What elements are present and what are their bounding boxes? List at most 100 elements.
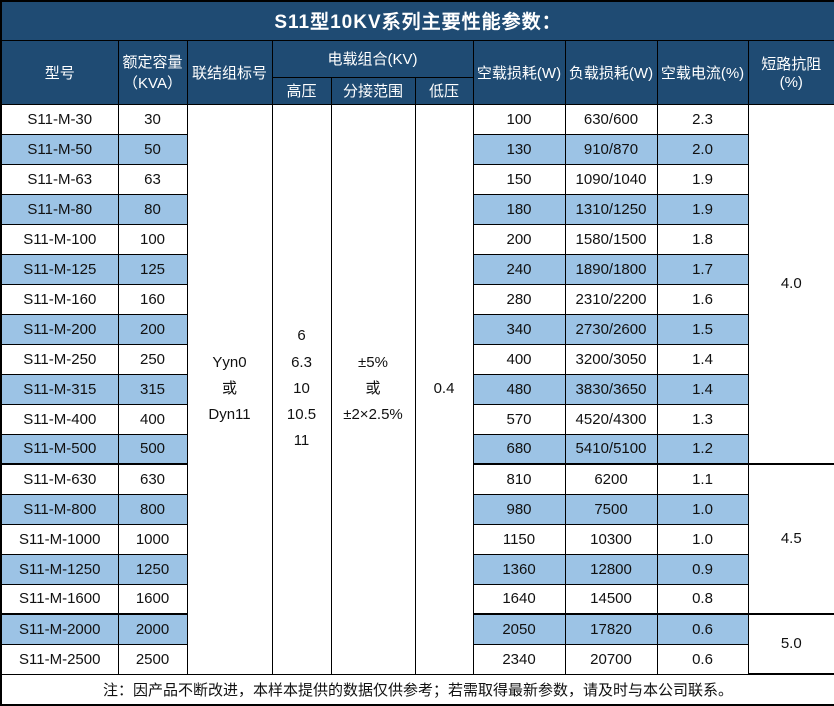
table-row: S11-M-80 80 180 1310/1250 1.9 xyxy=(0,193,834,225)
capacity-cell: 125 xyxy=(117,253,188,285)
model-cell: S11-M-250 xyxy=(0,343,119,375)
no-load-loss-cell: 1150 xyxy=(472,523,566,555)
load-loss-cell: 1580/1500 xyxy=(564,223,658,255)
model-cell: S11-M-400 xyxy=(0,403,119,435)
capacity-cell: 400 xyxy=(117,403,188,435)
load-loss-cell: 910/870 xyxy=(564,133,658,165)
table-row: S11-M-160 160 280 2310/2200 1.6 xyxy=(0,283,834,315)
table-row: S11-M-2500 2500 2340 20700 0.6 xyxy=(0,643,834,675)
model-cell: S11-M-50 xyxy=(0,133,119,165)
load-loss-cell: 5410/5100 xyxy=(564,433,658,465)
table-row: S11-M-100 100 200 1580/1500 1.8 xyxy=(0,223,834,255)
capacity-cell: 30 xyxy=(117,103,188,135)
impedance-cell: 5.0 xyxy=(747,613,834,675)
no-load-loss-cell: 100 xyxy=(472,103,566,135)
no-load-current-cell: 1.2 xyxy=(656,433,749,465)
model-cell: S11-M-315 xyxy=(0,373,119,405)
footer-note: 注：因产品不断改进，本样本提供的数据仅供参考；若需取得最新参数，请及时与本公司联… xyxy=(0,673,834,706)
no-load-loss-cell: 400 xyxy=(472,343,566,375)
capacity-cell: 250 xyxy=(117,343,188,375)
col-header-model: 型号 xyxy=(0,39,119,105)
capacity-cell: 160 xyxy=(117,283,188,315)
capacity-cell: 50 xyxy=(117,133,188,165)
no-load-loss-cell: 480 xyxy=(472,373,566,405)
no-load-current-cell: 1.6 xyxy=(656,283,749,315)
no-load-loss-cell: 570 xyxy=(472,403,566,435)
no-load-loss-cell: 1360 xyxy=(472,553,566,585)
no-load-current-cell: 1.0 xyxy=(656,523,749,555)
table-row: S11-M-2000 2000 2050 17820 0.6 5.0 xyxy=(0,613,834,675)
no-load-loss-cell: 980 xyxy=(472,493,566,525)
no-load-loss-cell: 240 xyxy=(472,253,566,285)
no-load-current-cell: 1.7 xyxy=(656,253,749,285)
load-loss-cell: 17820 xyxy=(564,613,658,645)
no-load-loss-cell: 2050 xyxy=(472,613,566,645)
title-row: S11型10KV系列主要性能参数： xyxy=(0,0,834,41)
table-row: S11-M-30 30 Yyn0 或 Dyn11 6 6.3 10 10.5 11 ±5… xyxy=(0,103,834,675)
footer-row: 注：因产品不断改进，本样本提供的数据仅供参考；若需取得最新参数，请及时与本公司联… xyxy=(0,673,834,706)
no-load-current-cell: 1.8 xyxy=(656,223,749,255)
col-header-impedance: 短路抗阻(%) xyxy=(747,39,834,105)
table-row: S11-M-1250 1250 1360 12800 0.9 xyxy=(0,553,834,585)
header-row-1: 型号 额定容量 （KVA） 联结组标号 电载组合(KV) 空载损耗(W) 负载损… xyxy=(0,39,834,105)
connection-cell: Yyn0 或 Dyn11 xyxy=(186,103,273,675)
col-header-load-loss: 负载损耗(W) xyxy=(564,39,658,105)
no-load-current-cell: 1.5 xyxy=(656,313,749,345)
load-loss-cell: 3830/3650 xyxy=(564,373,658,405)
no-load-loss-cell: 680 xyxy=(472,433,566,465)
model-cell: S11-M-30 xyxy=(0,103,119,135)
col-header-hv: 高压 xyxy=(271,76,332,105)
no-load-current-cell: 1.9 xyxy=(656,163,749,195)
capacity-cell: 100 xyxy=(117,223,188,255)
load-loss-cell: 2310/2200 xyxy=(564,283,658,315)
load-loss-cell: 1310/1250 xyxy=(564,193,658,225)
table-body: S11-M-30 30 Yyn0 或 Dyn11 6 6.3 10 10.5 11 ±5… xyxy=(0,103,834,675)
no-load-loss-cell: 1640 xyxy=(472,583,566,615)
capacity-cell: 200 xyxy=(117,313,188,345)
no-load-current-cell: 0.9 xyxy=(656,553,749,585)
col-header-connection: 联结组标号 xyxy=(186,39,273,105)
load-loss-cell: 12800 xyxy=(564,553,658,585)
capacity-cell: 1000 xyxy=(117,523,188,555)
no-load-loss-cell: 810 xyxy=(472,463,566,495)
no-load-loss-cell: 150 xyxy=(472,163,566,195)
table-row: S11-M-630 630 810 6200 1.1 4.5 xyxy=(0,463,834,615)
no-load-current-cell: 0.8 xyxy=(656,583,749,615)
capacity-cell: 1250 xyxy=(117,553,188,585)
capacity-cell: 800 xyxy=(117,493,188,525)
capacity-cell: 315 xyxy=(117,373,188,405)
capacity-cell: 80 xyxy=(117,193,188,225)
no-load-current-cell: 0.6 xyxy=(656,613,749,645)
model-cell: S11-M-800 xyxy=(0,493,119,525)
table-row: S11-M-500 500 680 5410/5100 1.2 xyxy=(0,433,834,465)
no-load-current-cell: 1.9 xyxy=(656,193,749,225)
model-cell: S11-M-160 xyxy=(0,283,119,315)
model-cell: S11-M-2000 xyxy=(0,613,119,645)
no-load-current-cell: 1.0 xyxy=(656,493,749,525)
col-header-capacity: 额定容量 （KVA） xyxy=(117,39,188,105)
no-load-loss-cell: 200 xyxy=(472,223,566,255)
model-cell: S11-M-63 xyxy=(0,163,119,195)
col-header-no-load-loss: 空载损耗(W) xyxy=(472,39,566,105)
model-cell: S11-M-80 xyxy=(0,193,119,225)
model-cell: S11-M-1600 xyxy=(0,583,119,615)
no-load-current-cell: 1.1 xyxy=(656,463,749,495)
no-load-current-cell: 2.3 xyxy=(656,103,749,135)
col-header-tap-range: 分接范围 xyxy=(330,76,416,105)
load-loss-cell: 14500 xyxy=(564,583,658,615)
model-cell: S11-M-1250 xyxy=(0,553,119,585)
impedance-cell: 4.0 xyxy=(747,103,834,465)
load-loss-cell: 7500 xyxy=(564,493,658,525)
lv-cell: 0.4 xyxy=(414,103,474,675)
page-title: S11型10KV系列主要性能参数： xyxy=(0,0,834,41)
load-loss-cell: 3200/3050 xyxy=(564,343,658,375)
capacity-cell: 630 xyxy=(117,463,188,495)
capacity-cell: 500 xyxy=(117,433,188,465)
load-loss-cell: 1090/1040 xyxy=(564,163,658,195)
no-load-loss-cell: 280 xyxy=(472,283,566,315)
load-loss-cell: 2730/2600 xyxy=(564,313,658,345)
table-row: S11-M-200 200 340 2730/2600 1.5 xyxy=(0,313,834,345)
no-load-current-cell: 2.0 xyxy=(656,133,749,165)
impedance-cell: 4.5 xyxy=(747,463,834,615)
